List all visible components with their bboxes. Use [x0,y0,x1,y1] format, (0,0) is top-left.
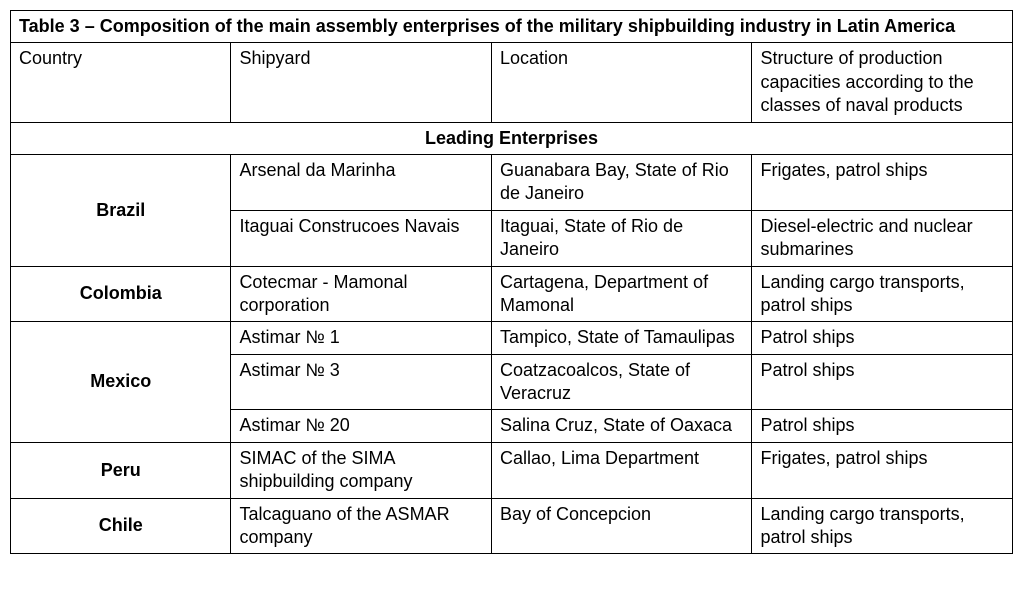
products-cell: Patrol ships [752,410,1013,442]
shipbuilding-table: Table 3 – Composition of the main assemb… [10,10,1013,554]
location-cell: Coatzacoalcos, State of Veracruz [491,354,752,410]
country-cell: Mexico [11,322,231,443]
table-row: BrazilArsenal da MarinhaGuanabara Bay, S… [11,154,1013,210]
location-cell: Salina Cruz, State of Oaxaca [491,410,752,442]
location-cell: Callao, Lima Department [491,442,752,498]
table-row: PeruSIMAC of the SIMA shipbuilding compa… [11,442,1013,498]
products-cell: Landing cargo transports, patrol ships [752,498,1013,554]
shipyard-cell: Cotecmar - Mamonal corporation [231,266,492,322]
products-cell: Patrol ships [752,354,1013,410]
section-header: Leading Enterprises [11,122,1013,154]
products-cell: Frigates, patrol ships [752,442,1013,498]
location-cell: Bay of Concepcion [491,498,752,554]
shipyard-cell: Arsenal da Marinha [231,154,492,210]
location-cell: Itaguai, State of Rio de Janeiro [491,210,752,266]
shipyard-cell: Astimar № 1 [231,322,492,354]
table-title: Table 3 – Composition of the main assemb… [11,11,1013,43]
shipyard-cell: Astimar № 3 [231,354,492,410]
shipyard-cell: Talcaguano of the ASMAR company [231,498,492,554]
section-row: Leading Enterprises [11,122,1013,154]
shipyard-cell: Itaguai Construcoes Navais [231,210,492,266]
col-header-0: Country [11,43,231,122]
table-row: MexicoAstimar № 1Tampico, State of Tamau… [11,322,1013,354]
location-cell: Cartagena, Department of Mamonal [491,266,752,322]
country-cell: Chile [11,498,231,554]
col-header-2: Location [491,43,752,122]
products-cell: Landing cargo transports, patrol ships [752,266,1013,322]
col-header-1: Shipyard [231,43,492,122]
title-row: Table 3 – Composition of the main assemb… [11,11,1013,43]
location-cell: Tampico, State of Tamaulipas [491,322,752,354]
shipyard-cell: Astimar № 20 [231,410,492,442]
products-cell: Frigates, patrol ships [752,154,1013,210]
location-cell: Guanabara Bay, State of Rio de Janeiro [491,154,752,210]
products-cell: Patrol ships [752,322,1013,354]
header-row: CountryShipyardLocationStructure of prod… [11,43,1013,122]
table-row: ChileTalcaguano of the ASMAR companyBay … [11,498,1013,554]
shipyard-cell: SIMAC of the SIMA shipbuilding company [231,442,492,498]
country-cell: Peru [11,442,231,498]
products-cell: Diesel-electric and nuclear submarines [752,210,1013,266]
table-row: ColombiaCotecmar - Mamonal corporationCa… [11,266,1013,322]
country-cell: Brazil [11,154,231,266]
country-cell: Colombia [11,266,231,322]
col-header-3: Structure of production capacities accor… [752,43,1013,122]
